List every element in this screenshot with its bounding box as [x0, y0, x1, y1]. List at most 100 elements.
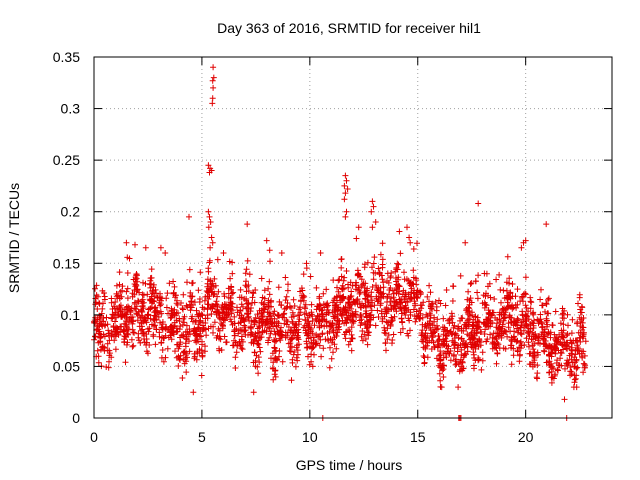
data-point	[443, 287, 450, 293]
data-point	[270, 323, 277, 330]
data-point	[460, 354, 467, 361]
data-point	[576, 314, 583, 321]
data-point	[580, 369, 587, 376]
data-point	[122, 359, 129, 366]
data-point	[189, 279, 196, 286]
data-point	[507, 289, 514, 296]
data-point	[105, 330, 112, 337]
data-point	[390, 331, 397, 338]
data-point	[329, 327, 336, 333]
x-tick-label: 5	[198, 429, 206, 445]
data-point	[304, 344, 311, 351]
data-point	[174, 297, 180, 304]
data-point	[393, 278, 400, 285]
data-point	[379, 240, 386, 247]
data-point	[459, 367, 466, 374]
data-point	[338, 294, 345, 301]
data-point	[371, 254, 378, 261]
data-point	[397, 329, 404, 336]
data-point	[362, 336, 369, 342]
data-point	[545, 295, 552, 302]
data-point	[420, 353, 427, 359]
data-point	[149, 289, 156, 295]
data-point	[520, 327, 527, 334]
data-point	[326, 364, 333, 371]
data-point	[358, 312, 364, 318]
data-point	[411, 294, 418, 301]
data-point	[520, 298, 526, 305]
data-point	[356, 287, 363, 294]
data-point	[561, 396, 568, 403]
data-point	[576, 291, 583, 298]
data-point	[514, 286, 521, 293]
data-point	[131, 301, 138, 307]
data-point	[308, 358, 315, 365]
data-point	[98, 321, 105, 328]
data-point	[307, 334, 314, 341]
data-point	[263, 237, 270, 244]
data-point	[434, 316, 441, 323]
data-point	[292, 363, 299, 370]
data-point	[323, 318, 330, 325]
data-point	[97, 346, 104, 353]
data-point	[342, 190, 349, 197]
data-point	[256, 359, 263, 366]
data-point	[229, 270, 236, 277]
data-point	[220, 316, 227, 323]
data-point	[502, 345, 509, 352]
data-point	[134, 286, 141, 293]
data-point	[528, 299, 535, 306]
data-point	[318, 353, 325, 360]
data-point	[463, 324, 469, 330]
data-point	[97, 334, 104, 341]
data-point	[265, 297, 272, 304]
data-point	[530, 346, 537, 353]
data-point	[533, 374, 540, 381]
data-point	[186, 326, 193, 333]
data-point	[345, 299, 352, 306]
data-point	[154, 294, 161, 301]
data-point	[368, 307, 375, 314]
data-point	[514, 322, 520, 329]
data-point	[286, 303, 293, 310]
data-point	[205, 224, 212, 231]
data-point	[404, 330, 411, 337]
data-point	[206, 213, 213, 220]
data-point	[238, 294, 245, 301]
data-point	[474, 338, 481, 345]
data-point	[110, 323, 117, 329]
data-point	[202, 343, 208, 350]
data-point	[525, 308, 532, 315]
data-point	[433, 307, 440, 314]
data-point	[271, 338, 278, 345]
data-point	[468, 341, 475, 348]
data-point	[159, 334, 165, 341]
data-point	[358, 283, 365, 290]
data-point	[505, 303, 512, 310]
data-point	[193, 356, 200, 363]
data-point	[462, 341, 469, 348]
data-point	[148, 266, 155, 273]
data-point	[139, 296, 146, 303]
data-point	[540, 335, 547, 342]
x-tick-labels: 0 5 10 15 20	[90, 429, 534, 445]
data-point	[297, 309, 304, 316]
data-point	[436, 370, 443, 377]
data-point	[157, 319, 163, 326]
data-point	[517, 340, 524, 346]
data-point	[512, 293, 519, 300]
data-point	[426, 282, 433, 289]
data-point	[413, 315, 420, 322]
data-point	[570, 384, 577, 391]
data-point	[393, 298, 400, 305]
data-point	[440, 374, 447, 380]
data-point	[146, 342, 153, 348]
data-point	[225, 294, 232, 301]
data-point	[541, 329, 547, 336]
data-point	[91, 317, 98, 324]
data-point	[557, 355, 564, 362]
data-point	[458, 335, 465, 342]
data-point	[458, 346, 465, 353]
data-point	[265, 324, 271, 331]
data-point	[483, 338, 490, 345]
